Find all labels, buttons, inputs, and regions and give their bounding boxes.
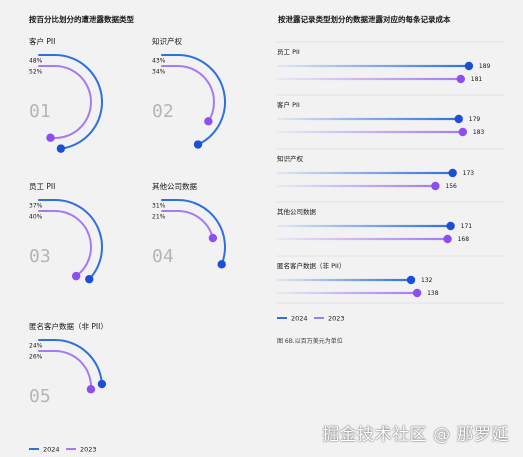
gauge-number: 05 [29,386,51,407]
gauge-dot-2024 [193,140,203,149]
right-legend-2023-label: 2023 [328,315,345,323]
bar-dot-2024 [454,114,463,124]
bar-value-2023: 183 [473,129,485,136]
bar-dot-2024 [448,168,457,178]
gauge-arc-2023 [38,210,92,278]
gauge-arc-2024 [161,54,226,146]
gauge-title: 匿名客户数据（非 PII） [29,321,108,331]
bar-2023 [277,237,448,241]
bar-value-2023: 156 [445,183,457,190]
gauge-label-2023: 40% [29,214,43,221]
bar-group-4: 其他公司数据 171 168 [277,201,505,244]
gauge-number: 02 [152,101,174,122]
bar-value-2024: 179 [469,116,481,123]
bar-2024 [277,278,412,282]
gauge-arc-2024 [38,339,103,386]
gauge-dot-2023 [204,117,213,126]
gauge-dot-2023 [46,133,55,142]
arc-gauges: 客户 PII 01 48% 52% 知识产权 02 43% 34% 员工 PII 03 37% 40%… [29,36,226,407]
bar-value-2024: 189 [479,63,491,70]
bar-2024 [277,117,459,121]
left-chart-title: 按百分比划分的遭泄露数据类型 [29,14,134,24]
bar-dot-2024 [464,61,474,71]
gauge-dot-2024 [217,260,226,269]
gauge-label-2023: 26% [29,354,43,361]
gauge-number: 03 [29,246,51,267]
gauge-number: 01 [29,101,51,122]
left-legend-2023-label: 2023 [80,446,97,454]
bar-group-3: 知识产权 173 156 [277,148,505,191]
bar-2024 [277,224,451,228]
gauge-arc-2023 [38,350,92,391]
gauge-2: 知识产权 02 43% 34% [152,36,226,149]
bar-group-5: 匿名客户数据（非 PII） 132 138 [277,255,505,298]
gauge-title: 知识产权 [152,36,182,46]
bar-dot-2024 [406,275,416,285]
bar-category-label: 知识产权 [277,154,304,163]
bar-dot-2023 [458,127,468,137]
gauge-dot-2024 [97,379,107,389]
bar-group-1: 员工 PII 189 181 [277,41,505,84]
gauge-5: 匿名客户数据（非 PII） 05 24% 26% [29,321,108,407]
chart-note: 图 6B.以百万美元为单位 [277,337,343,345]
bar-category-label: 员工 PII [277,48,300,56]
bar-dot-2023 [431,181,440,191]
bar-2024 [277,64,469,68]
bar-dot-2024 [446,221,455,231]
bar-value-2023: 138 [427,290,439,297]
gauge-dot-2024 [85,274,94,284]
gauge-dot-2024 [56,144,66,153]
gauge-4: 其他公司数据 04 31% 21% [152,181,226,269]
gauge-label-2024: 24% [29,343,43,350]
bar-value-2024: 171 [461,223,473,230]
gauge-label-2024: 31% [152,203,166,210]
gauge-label-2023: 21% [152,214,166,221]
bar-value-2023: 181 [471,76,483,83]
bar-dot-2023 [412,288,422,298]
watermark: 掘金技术社区 @ 那罗延 [322,425,509,445]
bar-value-2024: 173 [463,170,475,177]
gauge-arc-2024 [161,199,226,266]
right-chart-title: 按泄露记录类型划分的数据泄露对应的每条记录成本 [278,14,451,24]
gauge-label-2024: 48% [29,58,43,65]
bar-category-label: 匿名客户数据（非 PII） [277,261,345,270]
gauge-title: 员工 PII [29,182,55,191]
gauge-title: 客户 PII [29,36,55,46]
bar-2023 [277,130,463,134]
gauge-label-2024: 43% [152,58,166,65]
bar-2023 [277,291,418,295]
gauge-number: 04 [152,246,174,267]
bar-dot-2023 [456,74,465,84]
bar-2024 [277,171,453,175]
bar-value-2023: 168 [458,236,470,243]
gauge-dot-2023 [71,271,81,281]
gauge-dot-2023 [86,385,96,394]
gauge-dot-2023 [208,233,218,243]
gauge-title: 其他公司数据 [152,181,197,191]
bar-2023 [277,77,461,81]
gauge-arc-2024 [38,54,104,150]
gauge-arc-2023 [38,65,92,139]
gauge-label-2023: 34% [152,69,166,76]
bar-value-2024: 132 [421,277,433,284]
bar-chart: 员工 PII 189 181 客户 PII 179 183 知识产权 173 156 其他公司数据… [277,41,505,304]
gauge-label-2023: 52% [29,69,43,76]
gauge-arc-2023 [161,210,214,240]
gauge-1: 客户 PII 01 48% 52% [29,36,104,153]
bar-category-label: 客户 PII [277,100,300,109]
bar-group-2: 客户 PII 179 183 [277,94,505,137]
right-legend-2024-label: 2024 [291,315,308,323]
bar-category-label: 其他公司数据 [277,207,317,216]
gauge-arc-2023 [161,65,215,123]
bar-2023 [277,184,436,188]
bar-dot-2023 [443,234,452,244]
gauge-label-2024: 37% [29,203,43,210]
gauge-arc-2024 [38,199,103,281]
gauge-3: 员工 PII 03 37% 40% [29,182,103,284]
left-legend-2024-label: 2024 [43,446,60,454]
